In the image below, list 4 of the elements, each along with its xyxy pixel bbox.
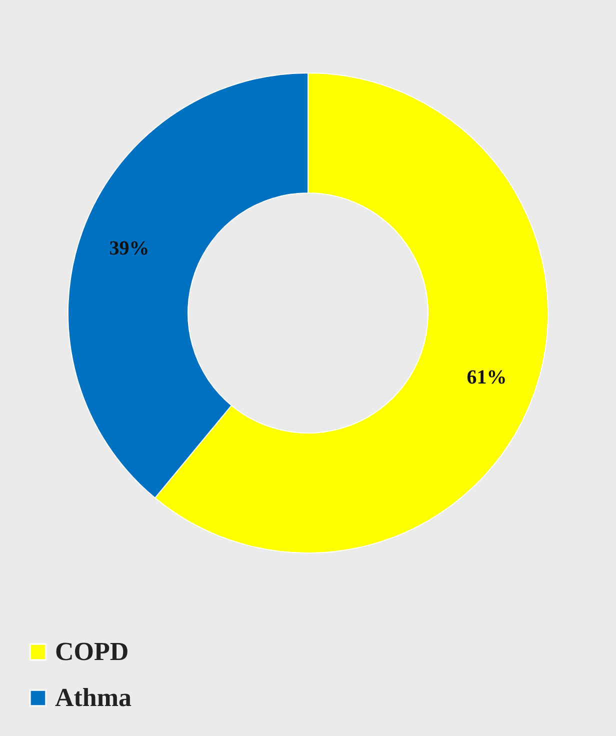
data-label: 61% [466, 366, 507, 388]
data-label: 39% [109, 238, 150, 260]
legend-label: Athma [55, 683, 132, 712]
legend-label: COPD [55, 637, 129, 666]
